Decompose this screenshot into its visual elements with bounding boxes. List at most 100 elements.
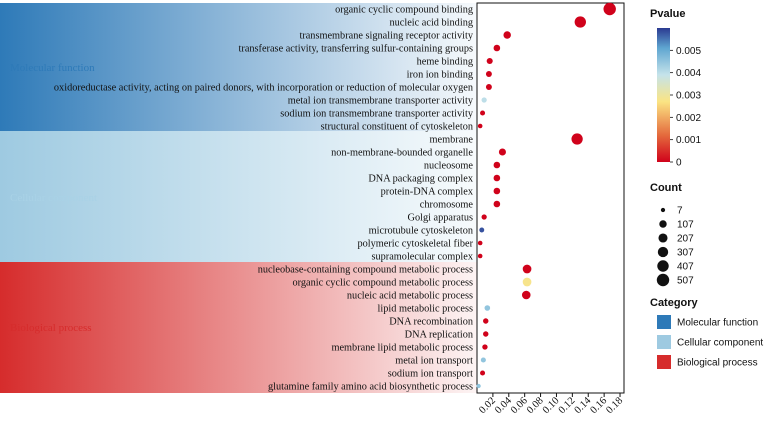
bubble-point (486, 57, 493, 65)
term-label: microtubule cytoskeleton (369, 226, 473, 237)
term-label: transferase activity, transferring sulfu… (239, 44, 473, 55)
x-axis: 0.020.040.060.080.100.120.140.160.18 (477, 393, 625, 416)
count-legend-dot (658, 233, 668, 243)
bubble-point (476, 383, 481, 389)
bubble-point (477, 253, 483, 259)
count-legend-dot (660, 207, 666, 213)
term-label: heme binding (417, 57, 473, 68)
bubble-point (479, 227, 485, 233)
term-label: DNA replication (405, 330, 473, 341)
pvalue-tick-label: 0.002 (676, 113, 701, 124)
category-legend-swatch (657, 315, 671, 329)
count-legend-dot (659, 220, 667, 228)
category-legend-label: Molecular function (677, 318, 758, 329)
term-label: membrane (430, 135, 474, 146)
term-labels: organic cyclic compound binding nucleic a… (54, 5, 474, 393)
bubble-point (485, 84, 492, 90)
bubble-point (521, 290, 531, 300)
count-legend-label: 207 (677, 234, 694, 245)
term-label: DNA packaging complex (368, 174, 474, 185)
plot-frame (476, 2, 625, 394)
band-cellular-component (0, 131, 477, 262)
count-legend-label: 7 (677, 206, 683, 217)
bubble-point (483, 331, 489, 337)
term-label: supramolecular complex (371, 252, 473, 263)
term-label: structural constituent of cytoskeleton (321, 122, 473, 133)
count-legend-label: 407 (677, 262, 694, 273)
band-molecular-function (0, 3, 477, 131)
count-legend-title: Count (650, 182, 682, 194)
pvalue-tick-label: 0.004 (676, 68, 701, 79)
category-legend-label: Biological process (677, 358, 758, 369)
bubble-point (480, 357, 486, 363)
bubble-point (493, 44, 501, 52)
term-label: metal ion transport (395, 356, 473, 367)
bubble-point (477, 240, 483, 246)
bubble-point (483, 318, 489, 324)
term-label: DNA recombination (389, 317, 473, 328)
count-legend-label: 107 (677, 220, 694, 231)
category-legend-swatch (657, 335, 671, 349)
bubble-point (493, 200, 501, 208)
category-legend-title: Category (650, 297, 699, 309)
term-label: sodium ion transport (388, 369, 473, 380)
pvalue-colorbar (657, 28, 670, 162)
bubble-point (480, 370, 486, 376)
bubbles (476, 2, 616, 389)
bubble-point (574, 16, 586, 28)
count-legend-label: 307 (677, 248, 694, 259)
category-legend-label: Cellular component (677, 338, 763, 349)
term-label: nucleic acid binding (390, 18, 474, 29)
term-label: organic cyclic compound metabolic proces… (292, 278, 473, 289)
term-label: metal ion transmembrane transporter acti… (288, 96, 474, 107)
count-legend-dot (657, 246, 669, 258)
category-label-molecular-function: Molecular function (10, 62, 95, 74)
term-label: polymeric cytoskeletal fiber (357, 239, 473, 250)
term-label: protein-DNA complex (381, 187, 474, 198)
term-label: Golgi apparatus (408, 213, 473, 224)
term-label: non-membrane-bounded organelle (331, 148, 473, 159)
term-label: nucleic acid metabolic process (347, 291, 473, 302)
term-label: lipid metabolic process (377, 304, 473, 315)
bubble-point (493, 161, 501, 169)
bubble-point (484, 305, 491, 311)
pvalue-legend: Pvalue 0.005 0.004 0.003 0.002 0.001 0 (650, 8, 701, 169)
bubble-point (603, 2, 616, 16)
count-legend-dot (656, 273, 670, 287)
category-label-biological-process: Biological process (10, 322, 92, 334)
category-legend: Category Molecular function Cellular comp… (650, 297, 763, 369)
term-label: chromosome (420, 200, 474, 211)
term-label: iron ion binding (407, 70, 473, 81)
bubble-point (498, 148, 506, 156)
term-label: organic cyclic compound binding (335, 5, 473, 16)
count-legend-label: 507 (677, 276, 694, 287)
count-legend-dot (657, 260, 669, 272)
bubble-point (482, 344, 488, 350)
term-label: sodium ion transmembrane transporter act… (280, 109, 474, 120)
bubble-point (480, 110, 486, 116)
term-label: oxidoreductase activity, acting on paire… (54, 83, 473, 94)
bubble-point (503, 31, 511, 39)
term-label: transmembrane signaling receptor activit… (299, 31, 473, 42)
term-label: nucleobase-containing compound metabolic… (258, 265, 473, 276)
bubble-point (522, 264, 532, 274)
term-label: membrane lipid metabolic process (331, 343, 473, 354)
pvalue-legend-title: Pvalue (650, 8, 685, 20)
bubble-point (485, 71, 492, 77)
bubble-point (571, 133, 583, 145)
bubble-point (481, 214, 487, 220)
pvalue-tick-label: 0.001 (676, 135, 701, 146)
bubble-point (481, 97, 487, 103)
pvalue-tick-label: 0 (676, 158, 682, 169)
bubble-point (493, 174, 501, 182)
band-biological-process (0, 262, 477, 393)
bubble-point (493, 187, 501, 195)
bubble-point (522, 277, 532, 287)
bubble-point (477, 123, 483, 129)
x-tick-label: 0.18 (604, 395, 625, 416)
term-label: glutamine family amino acid biosynthetic… (268, 382, 473, 393)
category-legend-swatch (657, 355, 671, 369)
pvalue-tick-label: 0.003 (676, 91, 701, 102)
term-label: nucleosome (424, 161, 474, 172)
